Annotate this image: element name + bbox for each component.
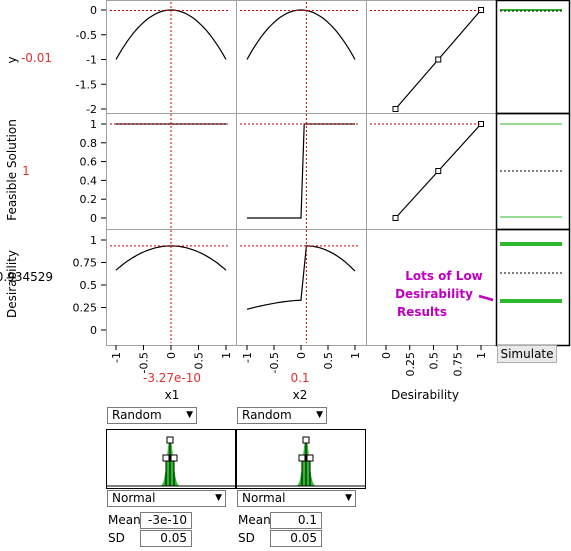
x-tick-label: -1: [241, 352, 254, 363]
x2-distribution-value: Normal: [242, 491, 286, 505]
distribution-handle: [298, 454, 306, 462]
y-tick-label: -2: [86, 103, 97, 116]
profile-cell: [366, 113, 497, 230]
distribution-handle: [306, 454, 314, 462]
response-value-feasible: 1: [22, 164, 30, 178]
x-tick-label: 0.5: [428, 352, 441, 370]
profile-curve-desirability: [246, 245, 356, 310]
simulation-cell: [495, 0, 571, 115]
response-value-y: -0.01: [21, 51, 52, 65]
x1-sd-label: SD: [108, 531, 125, 545]
chevron-down-icon: ▼: [316, 410, 323, 420]
factor-value-x2: 0.1: [290, 371, 309, 385]
chevron-down-icon: ▼: [215, 493, 222, 503]
x-tick-label: -1: [110, 352, 123, 363]
x-tick-label: 0.25: [404, 352, 417, 377]
chevron-down-icon: ▼: [345, 493, 352, 503]
x-tick-label: -0.5: [268, 352, 281, 373]
simulate-button[interactable]: Simulate: [497, 345, 557, 363]
y-tick-label: 0.4: [80, 174, 98, 187]
profile-cell: [366, 0, 497, 114]
y-tick-label: -1.5: [76, 78, 97, 91]
response-label-y: y: [5, 56, 19, 63]
profile-cell: [236, 0, 367, 114]
y-tick-label: 0.5: [80, 279, 98, 292]
x1-sd-input[interactable]: 0.05: [140, 530, 192, 547]
x2-mode-value: Random: [242, 408, 292, 422]
y-tick-label: 0: [90, 4, 97, 17]
y-tick-label: 1: [90, 234, 97, 247]
x-tick-label: 0: [380, 352, 393, 359]
x-tick-label: 0.5: [322, 352, 335, 370]
desirability-handle: [392, 215, 399, 221]
response-label-feasible: Feasible Solution: [5, 119, 19, 221]
x-tick-label: 0: [295, 352, 308, 359]
x-tick-label: 1: [475, 352, 488, 359]
factor-label-x1: x1: [165, 388, 180, 402]
y-tick-label: -0.5: [76, 29, 97, 42]
y-tick-label: 0.25: [73, 302, 98, 315]
chevron-down-icon: ▼: [186, 410, 193, 420]
simulation-cell: [495, 228, 571, 347]
annotation-line-3: Results: [397, 305, 447, 319]
distribution-handle: [166, 436, 174, 444]
profile-curve-feasible: [247, 123, 355, 219]
x2-distribution-select[interactable]: Normal ▼: [237, 490, 356, 507]
x1-mode-value: Random: [112, 408, 162, 422]
distribution-handle: [170, 454, 178, 462]
desirability-handle: [435, 56, 442, 63]
desirability-handle: [435, 168, 442, 174]
x1-distribution-value: Normal: [112, 491, 156, 505]
annotation-pointer: [478, 294, 494, 302]
y-tick-label: -1: [86, 54, 97, 67]
y-tick-label: 0.6: [80, 156, 98, 169]
y-tick-label: 0: [90, 324, 97, 337]
x1-distribution-select[interactable]: Normal ▼: [107, 490, 226, 507]
y-tick-label: 1: [90, 118, 97, 131]
x-tick-label: 0.5: [193, 352, 206, 370]
x-tick-label: 0: [165, 352, 178, 359]
x2-sd-label: SD: [238, 531, 255, 545]
y-tick-label: 0: [90, 212, 97, 225]
x-tick-label: 1: [349, 352, 362, 359]
x-tick-label: 1: [220, 352, 233, 359]
x-tick-label: -0.5: [138, 352, 151, 373]
x2-mean-label: Mean: [238, 513, 271, 527]
factor-label-x2: x2: [293, 388, 308, 402]
desirability-handle: [392, 106, 399, 112]
annotation-line-2: Desirability: [395, 287, 473, 301]
factor-value-x1: -3.27e-10: [143, 371, 201, 385]
annotation-line-1: Lots of Low: [405, 269, 483, 283]
profile-curve-y: [246, 9, 356, 60]
x1-mode-select[interactable]: Random ▼: [107, 407, 197, 424]
desirability-column-label: Desirability: [391, 388, 459, 402]
y-tick-label: 0.75: [73, 257, 98, 270]
response-label-desirability: Desirability: [5, 250, 19, 318]
x2-mean-input[interactable]: 0.1: [270, 512, 322, 529]
profile-cell: [236, 229, 367, 346]
response-value-desirability: 0.934529: [0, 270, 53, 284]
x1-mean-input[interactable]: -3e-10: [140, 512, 192, 529]
profile-cell: [106, 0, 237, 114]
x1-mean-label: Mean: [108, 513, 141, 527]
x2-sd-input[interactable]: 0.05: [270, 530, 322, 547]
y-tick-label: 0.8: [80, 137, 98, 150]
x2-mode-select[interactable]: Random ▼: [237, 407, 327, 424]
x-tick-label: 0.75: [451, 352, 464, 377]
distribution-handle: [302, 436, 310, 444]
distribution-handle: [162, 454, 170, 462]
y-tick-label: 0.2: [80, 193, 98, 206]
